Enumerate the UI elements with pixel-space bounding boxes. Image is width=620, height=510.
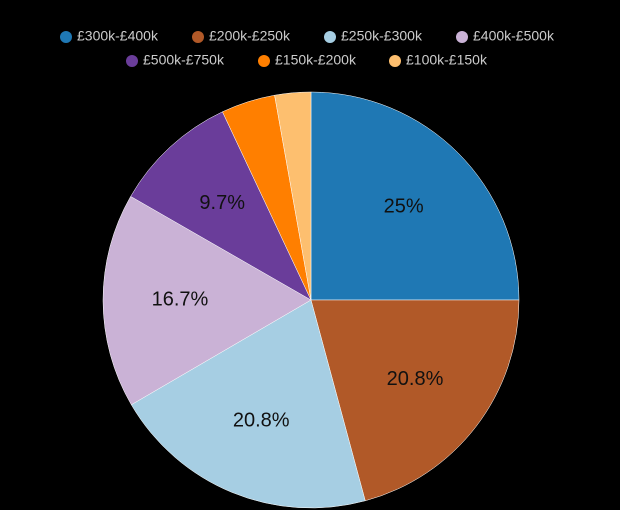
value-label: 9.7% xyxy=(199,192,245,214)
pie-slice xyxy=(130,299,366,509)
legend-swatch xyxy=(456,31,468,43)
pie-slice xyxy=(274,91,312,301)
legend-swatch xyxy=(192,31,204,43)
value-label: 20.8% xyxy=(387,368,444,390)
pie-slice xyxy=(102,196,312,406)
legend-swatch xyxy=(126,55,138,67)
value-label: 16.7% xyxy=(152,289,209,311)
legend-label: £400k-£500k xyxy=(473,28,555,44)
legend-label: £300k-£400k xyxy=(77,28,159,44)
value-label: 25% xyxy=(384,196,424,218)
legend-swatch xyxy=(60,31,72,43)
legend-label: £150k-£200k xyxy=(275,52,357,68)
legend-label: £500k-£750k xyxy=(143,52,225,68)
pie-slice xyxy=(310,91,520,301)
legend-swatch xyxy=(324,31,336,43)
value-label: 20.8% xyxy=(233,410,290,432)
pie-slice xyxy=(130,111,312,301)
legend-swatch xyxy=(258,55,270,67)
pie-slice xyxy=(310,299,520,502)
legend-label: £200k-£250k xyxy=(209,28,291,44)
legend-label: £250k-£300k xyxy=(341,28,423,44)
legend-label: £100k-£150k xyxy=(406,52,488,68)
legend-swatch xyxy=(389,55,401,67)
